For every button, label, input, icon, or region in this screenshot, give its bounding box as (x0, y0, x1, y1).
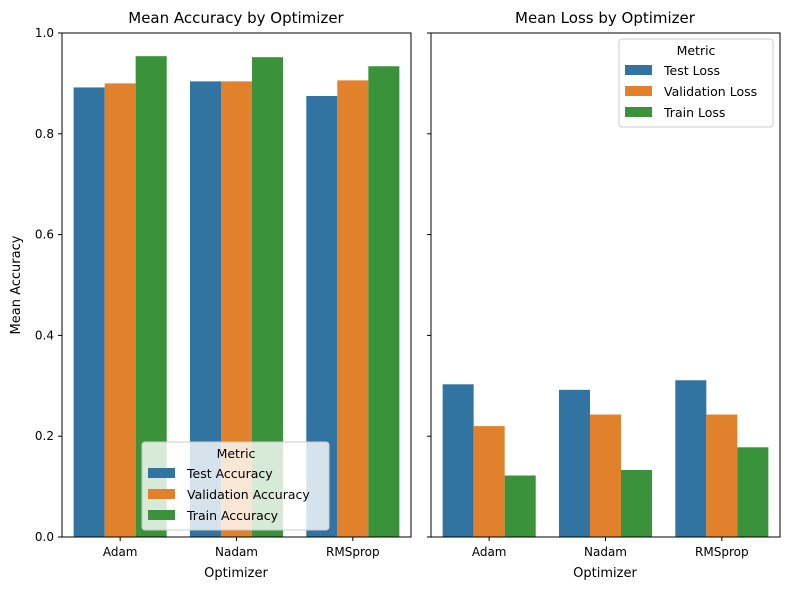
loss-x-ticks: Adam Nadam RMSprop (472, 537, 749, 559)
bar-test-loss-rmsprop (675, 380, 707, 537)
x-tick-label-rmsprop: RMSprop (326, 545, 380, 559)
accuracy-chart-panel: Mean Accuracy by Optimizer 0.00.20.40.60… (9, 9, 412, 581)
x-tick-label-nadam: Nadam (584, 545, 627, 559)
legend-frame (141, 441, 330, 531)
legend-label-test-accuracy: Test Accuracy (186, 466, 273, 481)
legend-title: Metric (677, 43, 716, 58)
loss-legend: Metric Test Loss Validation Loss Train L… (618, 38, 774, 128)
bar-validation-accuracy-rmsprop (337, 80, 369, 537)
legend-swatch-test-accuracy (148, 468, 175, 478)
accuracy-x-ticks: Adam Nadam RMSprop (103, 537, 380, 559)
y-tick-label: 0.2 (35, 429, 54, 443)
legend-swatch-validation-loss (625, 86, 652, 96)
bar-validation-loss-adam (473, 426, 505, 537)
bar-validation-loss-rmsprop (706, 414, 738, 537)
accuracy-x-axis-label: Optimizer (204, 566, 268, 581)
accuracy-y-axis-label: Mean Accuracy (9, 235, 24, 334)
loss-bars (442, 380, 769, 537)
legend-title: Metric (217, 446, 256, 461)
legend-frame (618, 38, 774, 128)
bar-train-loss-adam (504, 475, 536, 537)
accuracy-legend: Metric Test Accuracy Validation Accuracy… (141, 441, 330, 531)
legend-swatch-test-loss (625, 65, 652, 75)
y-tick-label: 0.6 (35, 228, 54, 242)
loss-chart-title: Mean Loss by Optimizer (515, 9, 696, 27)
loss-chart-panel: Mean Loss by Optimizer Adam Nadam RMSprop … (427, 9, 781, 581)
legend-label-train-loss: Train Loss (663, 105, 725, 120)
bar-train-accuracy-rmsprop (368, 66, 400, 537)
legend-label-validation-loss: Validation Loss (664, 84, 757, 99)
y-tick-label: 0.4 (35, 328, 54, 342)
x-tick-label-rmsprop: RMSprop (695, 545, 749, 559)
accuracy-chart-title: Mean Accuracy by Optimizer (128, 9, 344, 27)
accuracy-plot-frame (61, 32, 412, 538)
legend-label-validation-accuracy: Validation Accuracy (187, 487, 310, 502)
bar-test-loss-nadam (558, 389, 590, 537)
y-tick-label: 1.0 (35, 26, 54, 40)
legend-swatch-train-loss (625, 107, 652, 117)
loss-x-axis-label: Optimizer (573, 566, 637, 581)
x-tick-label-adam: Adam (103, 545, 138, 559)
y-tick-label: 0.8 (35, 127, 54, 141)
bar-test-accuracy-adam (73, 87, 105, 538)
bar-train-loss-nadam (621, 469, 653, 537)
x-tick-label-adam: Adam (472, 545, 507, 559)
bar-validation-accuracy-adam (104, 83, 136, 538)
legend-swatch-train-accuracy (148, 510, 175, 520)
x-tick-label-nadam: Nadam (215, 545, 258, 559)
loss-y-ticks (427, 32, 431, 538)
legend-label-test-loss: Test Loss (663, 63, 720, 78)
accuracy-y-ticks: 0.0 0.2 0.4 0.6 0.8 1.0 (35, 26, 62, 544)
bar-test-loss-adam (442, 384, 474, 537)
bar-train-loss-rmsprop (737, 447, 769, 537)
y-tick-label: 0.0 (35, 530, 54, 544)
loss-plot-frame (430, 32, 781, 538)
legend-swatch-validation-accuracy (148, 489, 175, 499)
bar-validation-loss-nadam (589, 414, 622, 537)
legend-label-train-accuracy: Train Accuracy (186, 508, 279, 523)
